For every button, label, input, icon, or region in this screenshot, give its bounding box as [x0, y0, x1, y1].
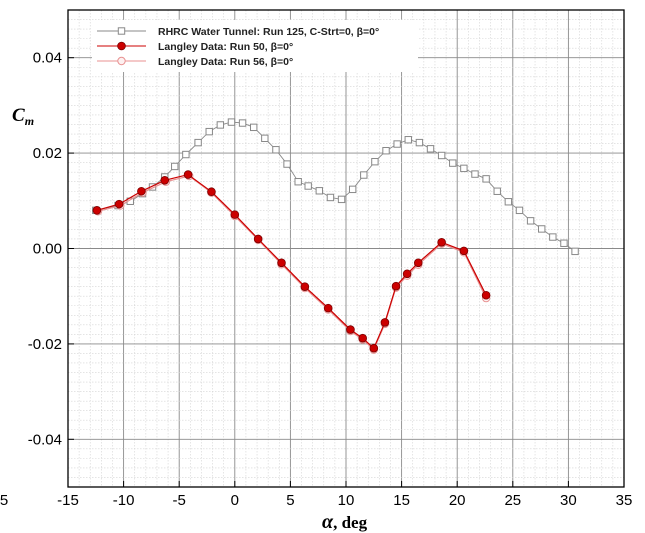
data-point — [304, 182, 312, 190]
series-1 — [92, 118, 579, 256]
data-point — [323, 303, 333, 313]
data-point — [300, 282, 310, 291]
series-line — [95, 121, 576, 252]
x-tick-label: 0 — [231, 492, 239, 509]
data-point — [261, 134, 269, 143]
legend-label: Langley Data: Run 56, β=0° — [158, 56, 293, 68]
data-point — [437, 151, 446, 160]
legend-entry: Langley Data: Run 56, β=0° — [97, 56, 293, 68]
data-point — [238, 119, 247, 127]
y-tick-label: 0.00 — [33, 241, 62, 258]
data-point — [137, 186, 146, 196]
data-point — [92, 206, 102, 215]
data-point — [207, 187, 216, 197]
x-tick-label: 30 — [560, 492, 577, 509]
series-2 — [92, 170, 491, 353]
data-point — [560, 239, 568, 247]
data-point — [426, 145, 435, 153]
data-point — [402, 269, 412, 279]
data-point — [459, 246, 469, 256]
data-point — [194, 138, 202, 147]
data-point — [360, 171, 368, 179]
data-point — [391, 281, 401, 291]
data-point — [437, 237, 446, 247]
y-tick-label: 0.04 — [33, 50, 62, 67]
legend: RHRC Water Tunnel: Run 125, C-Strt=0, β=… — [92, 20, 418, 72]
data-point — [393, 140, 401, 148]
legend-label: RHRC Water Tunnel: Run 125, C-Strt=0, β=… — [158, 26, 379, 38]
y-tick-label: -0.04 — [28, 431, 62, 448]
series-3 — [93, 171, 491, 354]
data-point — [413, 258, 423, 268]
data-point — [227, 118, 236, 126]
data-point — [526, 217, 535, 225]
data-point — [504, 198, 513, 206]
data-point — [283, 160, 291, 168]
legend-entry: RHRC Water Tunnel: Run 125, C-Strt=0, β=… — [97, 26, 379, 38]
data-point — [294, 178, 302, 186]
data-point — [549, 233, 557, 241]
y-tick-label: 0.02 — [33, 145, 62, 162]
grid — [68, 10, 624, 487]
data-point — [250, 123, 258, 132]
data-point — [272, 146, 280, 154]
x-tick-label-cut: 5 — [0, 492, 8, 509]
data-point — [460, 164, 468, 173]
data-point — [182, 150, 190, 159]
data-point — [183, 170, 193, 179]
data-point — [230, 210, 240, 219]
data-point — [382, 147, 390, 155]
data-point — [538, 225, 546, 233]
legend-marker — [117, 56, 126, 66]
data-point — [380, 318, 390, 327]
data-point — [114, 199, 124, 209]
data-point — [471, 170, 479, 178]
data-point — [371, 157, 379, 166]
data-point — [346, 325, 355, 334]
data-point — [337, 195, 346, 204]
legend-box — [92, 20, 418, 72]
data-point — [348, 185, 357, 194]
y-axis: 0.04 0.02 0.00 -0.02 -0.04 — [28, 50, 74, 448]
series-line — [97, 175, 487, 351]
x-tick-label: 25 — [504, 492, 521, 509]
x-tick-label: 35 — [616, 492, 633, 509]
legend-marker — [117, 27, 126, 35]
legend-entry: Langley Data: Run 50, β=0° — [97, 41, 293, 53]
series-layer — [92, 118, 579, 354]
data-point — [449, 159, 457, 167]
data-point — [326, 193, 335, 202]
data-point — [482, 175, 490, 183]
data-point — [415, 138, 424, 147]
data-point — [404, 136, 412, 144]
x-tick-label: 5 — [286, 492, 294, 509]
x-tick-label: -15 — [57, 492, 79, 509]
data-point — [253, 234, 263, 244]
y-axis-label: Cm — [12, 105, 34, 128]
y-tick-label: -0.02 — [28, 336, 62, 353]
data-point — [515, 206, 524, 215]
data-point — [493, 187, 501, 195]
x-tick-label: 10 — [338, 492, 355, 509]
data-point — [216, 121, 225, 129]
data-point — [571, 247, 579, 256]
x-tick-label: -10 — [113, 492, 135, 509]
x-tick-label: 15 — [393, 492, 410, 509]
data-point — [315, 187, 324, 195]
data-point — [358, 333, 367, 343]
data-point — [160, 175, 170, 185]
x-tick-label: -5 — [173, 492, 186, 509]
data-point — [481, 290, 491, 300]
data-point — [205, 127, 213, 136]
x-axis: -15 -10 -5 0 5 10 15 20 25 30 35 5 — [0, 481, 632, 509]
data-point — [171, 162, 179, 171]
legend-marker — [117, 41, 126, 51]
legend-label: Langley Data: Run 50, β=0° — [158, 41, 293, 53]
data-point — [369, 343, 379, 353]
data-point — [277, 258, 286, 268]
x-tick-label: 20 — [449, 492, 466, 509]
x-axis-label: α, deg — [322, 511, 368, 533]
